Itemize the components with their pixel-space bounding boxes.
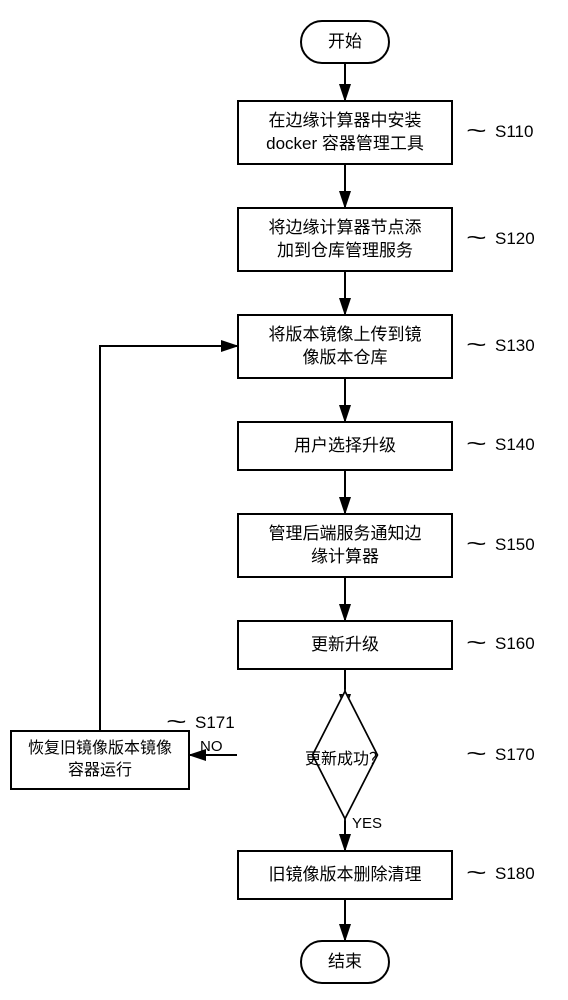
edge-label-yes: YES [352,815,382,832]
tilde-icon: ~ [466,225,487,251]
node-s150: 管理后端服务通知边缘计算器 [237,513,453,578]
node-s170-text: 更新成功？ [237,745,453,769]
node-s160: 更新升级 [237,620,453,670]
label-s171: S171 [195,713,235,733]
node-s130-text: 将版本镜像上传到镜像版本仓库 [269,324,422,370]
label-s120: S120 [495,229,535,249]
edge-s171-s130 [100,346,237,730]
node-s120: 将边缘计算器节点添加到仓库管理服务 [237,207,453,272]
label-s140: S140 [495,435,535,455]
tilde-icon: ~ [466,630,487,656]
tilde-icon: ~ [466,332,487,358]
tilde-icon: ~ [466,118,487,144]
node-s170: 更新成功？ [237,710,453,800]
node-s150-text: 管理后端服务通知边缘计算器 [269,523,422,569]
node-start: 开始 [300,20,390,64]
node-s180-text: 旧镜像版本删除清理 [269,864,422,887]
label-s180: S180 [495,864,535,884]
node-s110: 在边缘计算器中安装docker 容器管理工具 [237,100,453,165]
node-s140-text: 用户选择升级 [294,435,396,458]
label-s170: S170 [495,745,535,765]
node-end-text: 结束 [328,951,362,974]
tilde-icon: ~ [166,709,187,735]
label-s150: S150 [495,535,535,555]
node-s171: 恢复旧镜像版本镜像容器运行 [10,730,190,790]
node-end: 结束 [300,940,390,984]
tilde-icon: ~ [466,531,487,557]
tilde-icon: ~ [466,741,487,767]
label-s130: S130 [495,336,535,356]
node-s120-text: 将边缘计算器节点添加到仓库管理服务 [269,217,422,263]
tilde-icon: ~ [466,431,487,457]
node-s171-text: 恢复旧镜像版本镜像容器运行 [28,738,172,781]
node-s110-text: 在边缘计算器中安装docker 容器管理工具 [266,110,424,156]
node-s180: 旧镜像版本删除清理 [237,850,453,900]
node-start-text: 开始 [328,31,362,54]
label-s160: S160 [495,634,535,654]
node-s130: 将版本镜像上传到镜像版本仓库 [237,314,453,379]
node-s160-text: 更新升级 [311,634,379,657]
label-s110: S110 [495,122,533,142]
edge-label-no: NO [200,738,223,755]
tilde-icon: ~ [466,860,487,886]
node-s140: 用户选择升级 [237,421,453,471]
